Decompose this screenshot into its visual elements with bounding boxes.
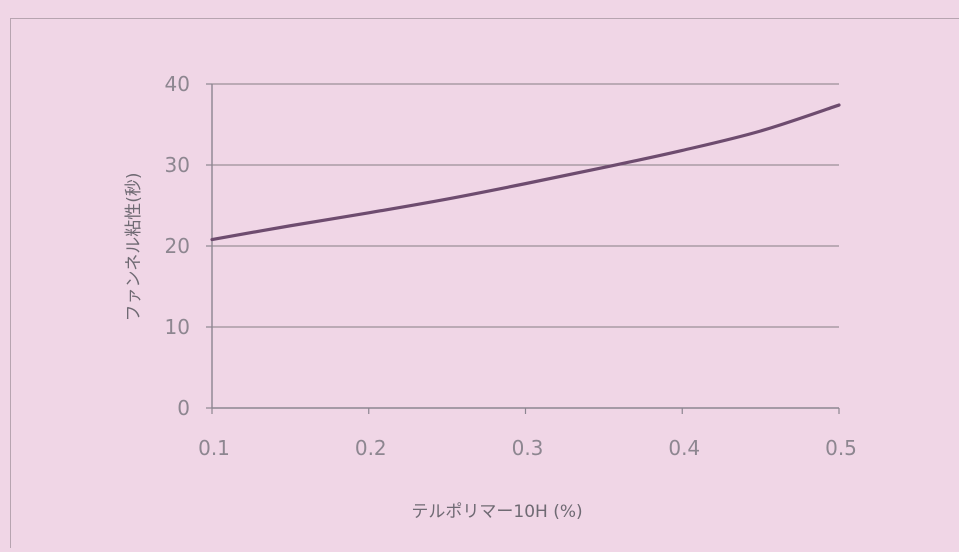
x-tick-label: 0.4 — [668, 436, 700, 460]
y-axis-title: ファンネル粘性(秒) — [124, 173, 144, 322]
x-tick-label: 0.5 — [825, 436, 857, 460]
y-tick-label: 20 — [165, 234, 190, 258]
y-tick-label: 40 — [165, 72, 190, 96]
series-group — [210, 103, 841, 242]
x-axis-title: テルポリマー10H (%) — [411, 502, 582, 522]
x-tick-label: 0.3 — [512, 436, 544, 460]
chart-frame — [10, 18, 959, 548]
y-tick-label: 10 — [165, 315, 190, 339]
grid-lines — [212, 83, 839, 328]
y-axis-ticks: 0 10 20 30 40 — [165, 72, 212, 420]
y-tick-label: 30 — [165, 153, 190, 177]
x-tick-label: 0.2 — [355, 436, 387, 460]
series-line — [210, 103, 841, 242]
x-axis-ticks: 0.1 0.2 0.3 0.4 0.5 — [198, 408, 857, 460]
x-tick-label: 0.1 — [198, 436, 230, 460]
y-tick-label: 0 — [177, 396, 190, 420]
